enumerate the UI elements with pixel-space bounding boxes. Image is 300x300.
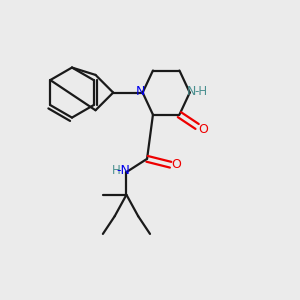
Text: O: O (172, 158, 182, 171)
Text: H: H (112, 164, 121, 177)
Text: -H: -H (194, 85, 208, 98)
Text: N: N (136, 85, 146, 98)
Text: -N: -N (116, 164, 130, 177)
Text: N: N (187, 85, 196, 98)
Text: O: O (198, 123, 208, 136)
